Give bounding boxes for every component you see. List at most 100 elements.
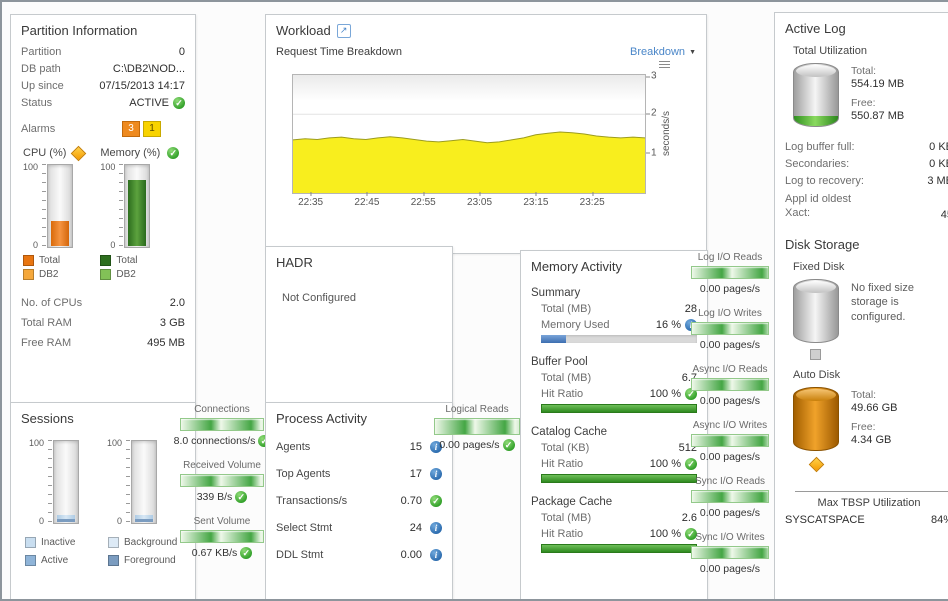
legend-swatch bbox=[100, 255, 112, 266]
flow-pipe bbox=[691, 378, 769, 391]
sync-io-reads-flow: Sync I/O Reads 0.00 pages/s bbox=[691, 476, 769, 519]
free-label: Free: bbox=[851, 97, 876, 109]
max-tbsp-row: SYSCATSPACE 84% bbox=[785, 514, 948, 526]
log-utilization-fill bbox=[794, 116, 838, 126]
async-io-reads-flow: Async I/O Reads 0.00 pages/s bbox=[691, 364, 769, 407]
free-label: Free: bbox=[851, 420, 876, 433]
legend-label: Background bbox=[124, 537, 178, 548]
package-cache-hit-row: Hit Ratio 100 % ✓ bbox=[531, 528, 697, 540]
panel-title: Sessions bbox=[21, 411, 74, 426]
row-label: Agents bbox=[276, 441, 311, 453]
log-buffer-full-row: Log buffer full: 0 KB bbox=[785, 141, 948, 153]
flow-value: 0.00 pages/s bbox=[699, 563, 761, 575]
gauge-ticks bbox=[126, 440, 130, 524]
flow-label: Connections bbox=[194, 404, 250, 415]
auto-disk-block: Total: 49.66 GB Free: 4.34 GB bbox=[793, 386, 948, 475]
memory-gauge-title: Memory (%) bbox=[100, 147, 161, 159]
row-value: 17 bbox=[409, 468, 422, 480]
max-tbsp-title: Max TBSP Utilization bbox=[817, 496, 921, 509]
flow-pipe bbox=[180, 530, 264, 543]
request-time-chart: 22:35 22:45 22:55 23:05 23:15 23:25 3 2 … bbox=[276, 61, 696, 208]
log-utilization-cylinder bbox=[793, 63, 839, 127]
x-tick: 22:45 bbox=[354, 192, 380, 208]
sessions-gauge-fill bbox=[135, 515, 153, 522]
free-value: 4.34 GB bbox=[851, 433, 892, 446]
info-icon[interactable]: i bbox=[430, 522, 442, 534]
row-label: Hit Ratio bbox=[541, 388, 584, 400]
flow-label: Sent Volume bbox=[193, 516, 251, 527]
legend-label: Total bbox=[39, 255, 61, 266]
y-tick: 3 bbox=[646, 70, 657, 82]
select-stmt-row: Select Stmt 24 i bbox=[276, 522, 442, 534]
gauge-min-label: 0 bbox=[32, 240, 38, 250]
row-label: Appl id oldest Xact: bbox=[785, 193, 852, 220]
row-label: DDL Stmt bbox=[276, 549, 324, 561]
process-activity-panel: Process Activity Agents 15 i Top Agents … bbox=[265, 402, 453, 599]
auto-disk-stats: Total: 49.66 GB Free: 4.34 GB bbox=[851, 387, 897, 453]
row-value: 100 % bbox=[649, 528, 681, 540]
package-cache-bar-fill bbox=[541, 544, 697, 553]
total-ram-row: Total RAM 3 GB bbox=[21, 317, 185, 329]
resource-gauges: CPU (%) 100 0 Total DB2 bbox=[21, 145, 185, 283]
row-label: Up since bbox=[21, 80, 64, 92]
row-value: C:\DB2\NOD... bbox=[112, 63, 185, 75]
row-value: 0 bbox=[178, 46, 185, 58]
fixed-disk-cylinder bbox=[793, 278, 839, 343]
row-value: 0 KB bbox=[929, 158, 948, 170]
flow-pipe bbox=[434, 418, 520, 435]
memory-legend: Total DB2 bbox=[100, 255, 179, 280]
gauge-max-label: 100 bbox=[100, 162, 116, 172]
fixed-disk-block: No fixed size storage is configured. bbox=[793, 278, 948, 360]
total-value: 49.66 GB bbox=[851, 401, 898, 414]
row-label: Memory Used bbox=[541, 319, 610, 331]
warning-alarm-badge[interactable]: 3 bbox=[122, 121, 140, 137]
alarm-badges: 3 1 bbox=[122, 121, 161, 137]
breakdown-dropdown[interactable]: Breakdown ▼ bbox=[630, 46, 696, 58]
divider bbox=[795, 490, 948, 492]
row-value: 24 bbox=[409, 522, 422, 534]
package-cache-total-row: Total (MB) 2.6 bbox=[531, 512, 697, 524]
row-label: Hit Ratio bbox=[541, 458, 584, 470]
cpu-legend: Total DB2 bbox=[23, 255, 84, 280]
flow-pipe bbox=[691, 490, 769, 503]
row-value: 45 bbox=[940, 208, 948, 221]
ddl-stmt-row: DDL Stmt 0.00 i bbox=[276, 549, 442, 561]
x-tick: 23:05 bbox=[467, 192, 493, 208]
row-label: Partition bbox=[21, 46, 62, 58]
gauge-body bbox=[53, 440, 79, 524]
transactions-row: Transactions/s 0.70 ✓ bbox=[276, 495, 442, 507]
total-utilization-label: Total Utilization bbox=[793, 45, 867, 57]
total-value: 554.19 MB bbox=[851, 78, 905, 90]
y-tick: 2 bbox=[646, 107, 657, 119]
memory-used-bar-track bbox=[541, 335, 697, 343]
legend-label: Total bbox=[116, 255, 138, 266]
row-label: Hit Ratio bbox=[541, 528, 584, 540]
row-label: Log to recovery: bbox=[785, 175, 864, 187]
y-axis-title: seconds/s bbox=[661, 110, 672, 156]
legend-swatch bbox=[25, 537, 36, 548]
x-axis-labels: 22:35 22:45 22:55 23:05 23:15 23:25 bbox=[293, 192, 645, 209]
flow-value: 8.0 connections/s bbox=[173, 435, 256, 447]
row-label: Top Agents bbox=[276, 468, 331, 480]
catalog-cache-section-title: Catalog Cache bbox=[531, 426, 608, 438]
external-link-icon[interactable]: ↗ bbox=[336, 23, 351, 38]
status-text: ACTIVE bbox=[129, 97, 169, 109]
row-value: 495 MB bbox=[147, 337, 185, 349]
partition-row: Partition 0 bbox=[21, 46, 185, 58]
info-icon[interactable]: i bbox=[430, 468, 442, 480]
y-tick: 1 bbox=[646, 147, 657, 159]
auto-disk-warning-icon bbox=[808, 456, 825, 472]
caution-alarm-badge[interactable]: 1 bbox=[143, 121, 161, 137]
row-value: 15 bbox=[409, 441, 422, 453]
flow-value: 0.00 pages/s bbox=[699, 507, 761, 519]
ok-icon: ✓ bbox=[502, 439, 515, 451]
legend-swatch bbox=[25, 555, 36, 566]
workload-area-svg bbox=[293, 113, 645, 193]
gauge-max-label: 100 bbox=[22, 162, 38, 172]
sessions-gauge-1: 100 0 bbox=[29, 438, 79, 526]
info-icon[interactable]: i bbox=[430, 441, 442, 453]
info-icon[interactable]: i bbox=[430, 549, 442, 561]
chart-options-icon[interactable] bbox=[659, 61, 670, 70]
active-log-disk-panel: Active Log Total Utilization Total: 554.… bbox=[774, 12, 948, 599]
disk-storage-title: Disk Storage bbox=[785, 236, 860, 252]
